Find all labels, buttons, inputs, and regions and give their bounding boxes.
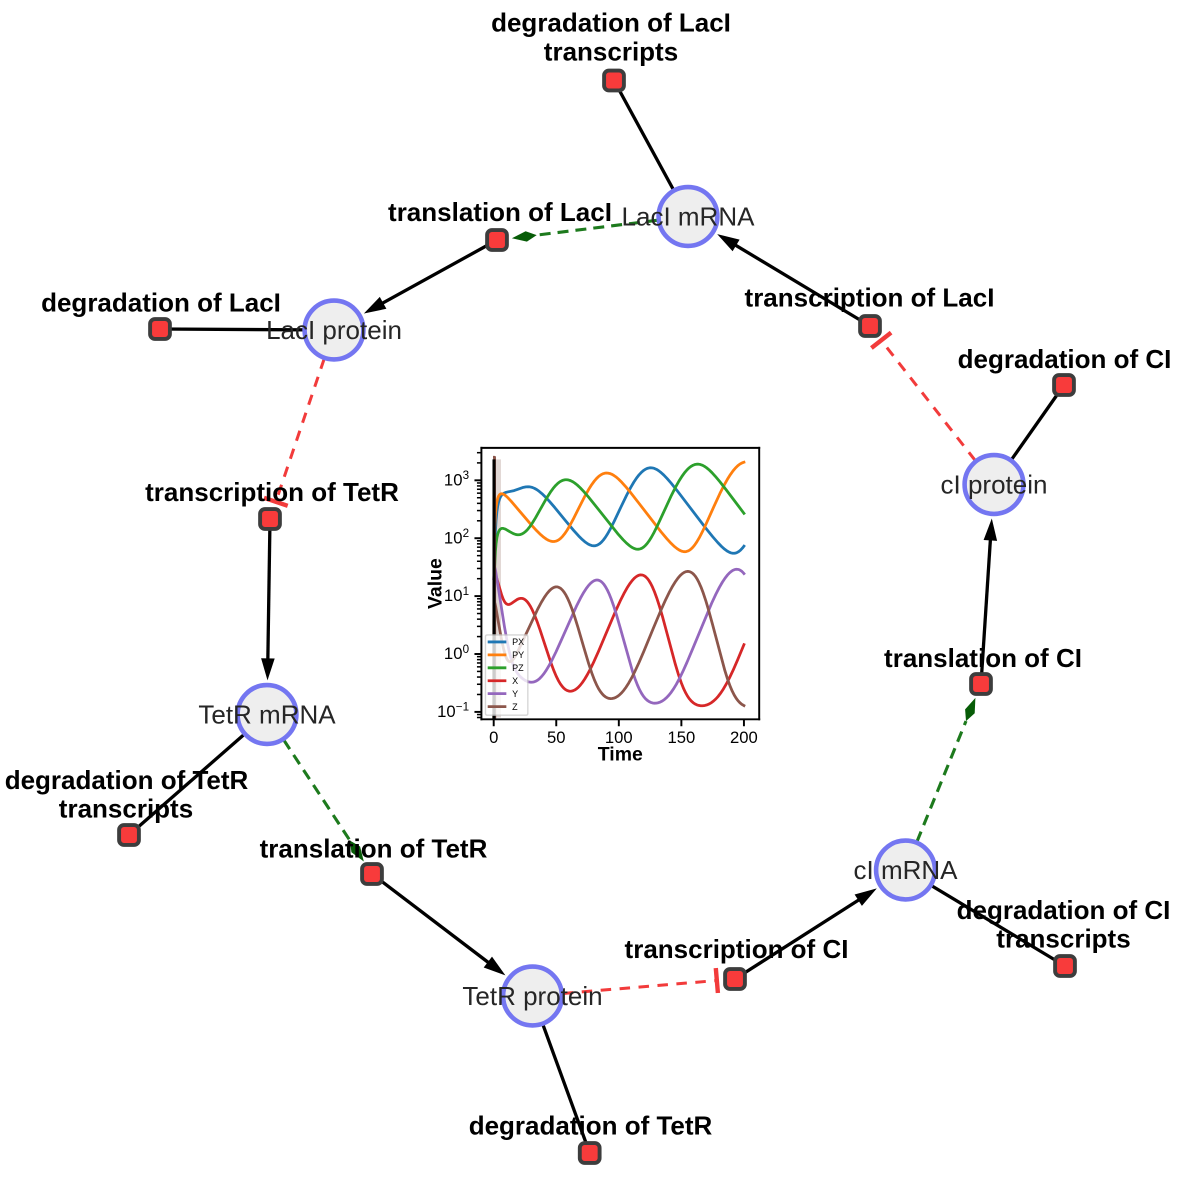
- svg-text:transcription of TetR: transcription of TetR: [145, 477, 399, 507]
- svg-text:150: 150: [667, 728, 695, 747]
- svg-text:PX: PX: [512, 637, 524, 647]
- svg-text:Z: Z: [512, 701, 518, 711]
- svg-text:1 0 1: 1 0 1: [443, 581, 468, 606]
- svg-text:PZ: PZ: [512, 663, 524, 673]
- svg-text:degradation of LacI: degradation of LacI: [491, 8, 731, 38]
- svg-text:transcription of CI: transcription of CI: [625, 934, 849, 964]
- svg-text:Y: Y: [512, 688, 518, 698]
- svg-text:translation of TetR: translation of TetR: [260, 834, 488, 864]
- svg-text:TetR protein: TetR protein: [462, 981, 602, 1011]
- svg-text:LacI protein: LacI protein: [266, 315, 402, 345]
- svg-text:degradation of LacI: degradation of LacI: [41, 288, 281, 318]
- svg-text:transcripts: transcripts: [59, 794, 193, 824]
- svg-text:Value: Value: [424, 558, 446, 609]
- svg-text:transcripts: transcripts: [544, 37, 678, 67]
- svg-text:transcription of LacI: transcription of LacI: [745, 283, 995, 313]
- svg-text:LacI mRNA: LacI mRNA: [622, 202, 756, 232]
- svg-text:translation of CI: translation of CI: [884, 643, 1082, 673]
- svg-text:X: X: [512, 675, 518, 685]
- svg-text:200: 200: [730, 728, 758, 747]
- svg-text:transcripts: transcripts: [996, 924, 1130, 954]
- svg-text:1 0 3: 1 0 3: [443, 465, 468, 490]
- svg-text:degradation of TetR: degradation of TetR: [5, 765, 249, 795]
- svg-text:degradation of CI: degradation of CI: [957, 895, 1171, 925]
- svg-text:PY: PY: [512, 650, 524, 660]
- svg-text:100: 100: [604, 728, 632, 747]
- svg-text:translation of LacI: translation of LacI: [388, 197, 612, 227]
- svg-text:TetR mRNA: TetR mRNA: [198, 700, 336, 730]
- svg-text:Time: Time: [597, 743, 642, 765]
- svg-text:1 0 −: 1 0 − 1: [437, 690, 469, 721]
- svg-text:1 0 0: 1 0 0: [443, 639, 469, 664]
- svg-text:0: 0: [489, 728, 498, 747]
- svg-text:cI mRNA: cI mRNA: [854, 855, 959, 885]
- svg-text:cI protein: cI protein: [941, 470, 1048, 500]
- svg-text:degradation of TetR: degradation of TetR: [469, 1111, 713, 1141]
- svg-text:1 0 2: 1 0 2: [443, 523, 468, 548]
- svg-text:degradation of CI: degradation of CI: [958, 344, 1172, 374]
- svg-text:50: 50: [546, 728, 565, 747]
